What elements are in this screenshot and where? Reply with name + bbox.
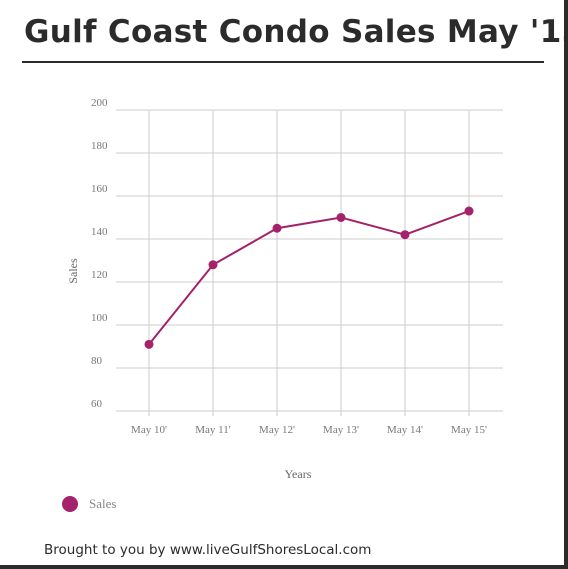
data-point (336, 213, 346, 222)
legend-label: Sales (89, 496, 117, 511)
page-title: Gulf Coast Condo Sales May '15 (24, 14, 568, 50)
legend[interactable]: Sales (62, 496, 116, 512)
y-tick-label: 140 (91, 226, 108, 238)
legend-marker (62, 496, 78, 512)
y-tick-label: 60 (91, 398, 103, 410)
y-tick-label: 100 (91, 312, 108, 324)
data-point (464, 206, 474, 216)
x-tick-label: May 13' (323, 424, 359, 436)
y-tick-label: 200 (91, 97, 108, 109)
x-axis-title: Years (285, 467, 312, 481)
x-tick-label: May 12' (259, 424, 295, 436)
y-tick-label: 180 (91, 140, 108, 152)
x-tick-label: May 15' (451, 424, 487, 436)
x-tick-label: May 11' (195, 424, 231, 436)
data-point (272, 223, 282, 233)
y-tick-label: 160 (91, 183, 108, 195)
title-underline (22, 61, 544, 63)
data-point (208, 260, 218, 270)
y-tick-label: 120 (91, 269, 108, 281)
x-tick-label: May 14' (387, 424, 423, 436)
footer-credit: Brought to you by www.liveGulfShoresLoca… (44, 542, 372, 558)
x-tick-label: May 10' (131, 424, 167, 436)
data-point (400, 230, 410, 240)
y-tick-label: 80 (91, 355, 103, 367)
data-point (144, 339, 154, 349)
y-axis-title: Sales (66, 258, 80, 284)
series-line (148, 210, 470, 345)
